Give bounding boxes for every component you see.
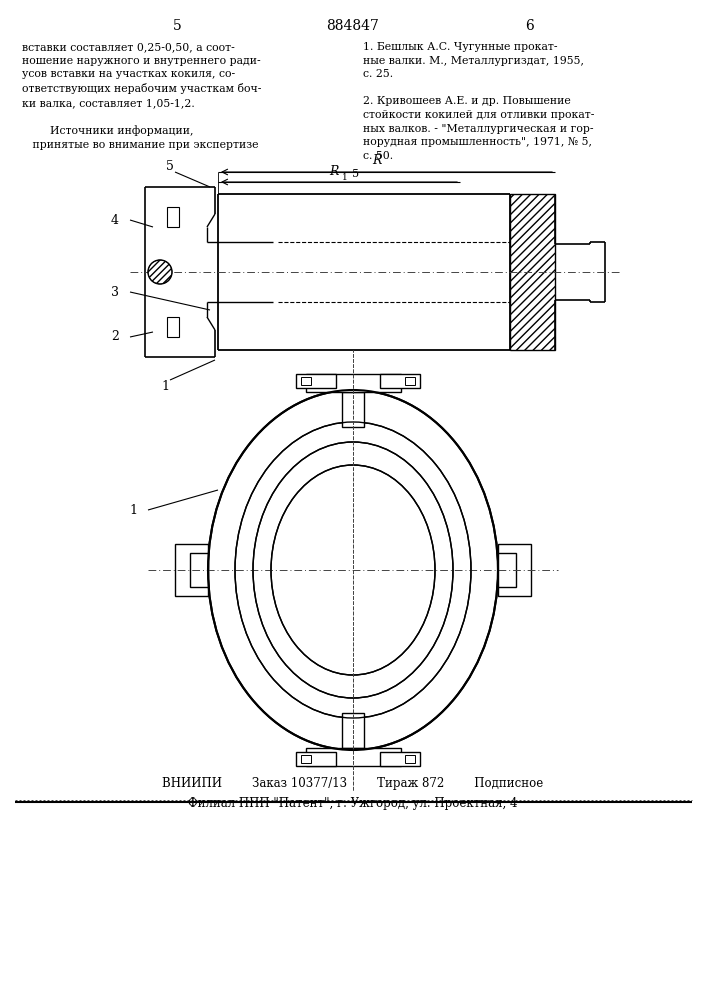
- Bar: [380, 752, 420, 766]
- Text: 1: 1: [161, 380, 169, 393]
- Bar: [296, 374, 336, 388]
- Bar: [498, 553, 516, 587]
- Text: 6: 6: [525, 19, 534, 33]
- Ellipse shape: [235, 422, 471, 718]
- Bar: [175, 544, 208, 596]
- Text: R: R: [329, 165, 339, 178]
- Ellipse shape: [253, 442, 453, 698]
- Bar: [405, 377, 415, 385]
- Text: 2: 2: [111, 330, 119, 344]
- Bar: [301, 377, 311, 385]
- Bar: [342, 713, 364, 748]
- Bar: [167, 207, 179, 227]
- Bar: [342, 392, 364, 427]
- Text: 1: 1: [129, 504, 137, 516]
- Bar: [190, 553, 208, 587]
- Text: Фиг. 2: Фиг. 2: [330, 753, 375, 767]
- Bar: [296, 752, 336, 766]
- Text: 5: 5: [173, 19, 182, 33]
- Bar: [306, 748, 401, 766]
- Text: 884847: 884847: [327, 19, 380, 33]
- Text: 1: 1: [342, 173, 348, 182]
- Ellipse shape: [271, 465, 435, 675]
- Ellipse shape: [208, 390, 498, 750]
- Bar: [167, 317, 179, 337]
- Text: ВНИИПИ        Заказ 10377/13        Тираж 872        Подписное: ВНИИПИ Заказ 10377/13 Тираж 872 Подписно…: [163, 777, 544, 790]
- Text: 1. Бешлык А.С. Чугунные прокат-
ные валки. М., Металлургиздат, 1955,
с. 25.

2. : 1. Бешлык А.С. Чугунные прокат- ные валк…: [363, 42, 595, 161]
- Bar: [301, 755, 311, 763]
- Bar: [380, 374, 420, 388]
- Text: Фиг. 1: Фиг. 1: [327, 379, 373, 393]
- Text: вставки составляет 0,25-0,50, а соот-
ношение наружного и внутреннего ради-
усов: вставки составляет 0,25-0,50, а соот- но…: [22, 42, 262, 150]
- Bar: [306, 374, 401, 392]
- Bar: [498, 544, 531, 596]
- Text: Филиал ППП "Патент", г. Ужгород, ул. Проектная, 4: Филиал ППП "Патент", г. Ужгород, ул. Про…: [188, 797, 518, 810]
- Text: 4: 4: [111, 214, 119, 227]
- Bar: [405, 755, 415, 763]
- Text: 5: 5: [352, 169, 360, 179]
- Text: 5: 5: [166, 160, 174, 174]
- Text: 3: 3: [111, 286, 119, 298]
- Circle shape: [148, 260, 172, 284]
- Text: R: R: [372, 154, 381, 167]
- Bar: [510, 194, 555, 350]
